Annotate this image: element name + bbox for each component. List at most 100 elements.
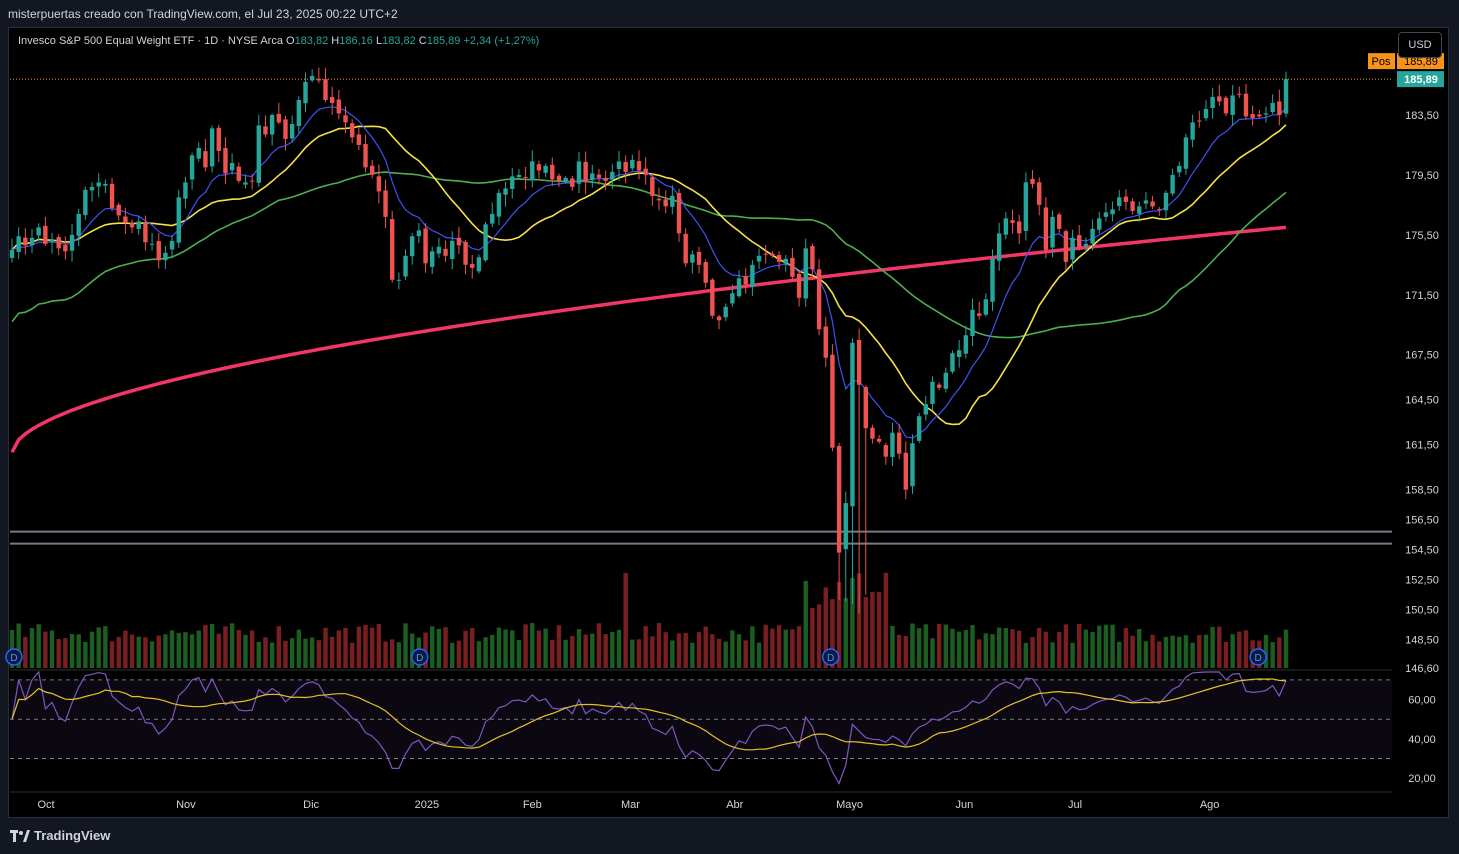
volume-bar <box>149 641 155 668</box>
candle-body <box>23 237 28 246</box>
candle-body <box>1023 182 1029 231</box>
change-value: +2,34 (+1,27%) <box>463 35 540 47</box>
volume-bar <box>483 637 488 668</box>
candle-body <box>723 306 728 318</box>
volume-bar <box>189 634 195 668</box>
candle-body <box>490 213 495 224</box>
volume-bar <box>576 629 582 668</box>
candle-body <box>583 161 588 183</box>
candle-body <box>196 147 201 159</box>
volume-bar <box>163 634 168 668</box>
candle-body <box>143 222 148 243</box>
volume-bar <box>223 626 228 668</box>
volume-bar <box>309 637 315 668</box>
volume-bar <box>136 636 141 668</box>
volume-bar <box>156 635 161 668</box>
volume-bar <box>710 634 715 668</box>
candle-body <box>803 248 808 299</box>
candle-body <box>1030 178 1035 184</box>
candle-body <box>329 97 335 103</box>
candle-body <box>410 236 415 257</box>
last-price-bg <box>1397 71 1444 88</box>
time-tick-label: Dic <box>303 799 319 811</box>
volume-bar <box>516 639 522 668</box>
candle-body <box>176 197 181 243</box>
volume-bar <box>109 641 115 668</box>
volume-bar <box>1097 625 1102 668</box>
candle-body <box>756 255 762 262</box>
candle-body <box>1003 218 1009 235</box>
volume-bar <box>269 642 275 668</box>
candle-body <box>530 161 535 181</box>
volume-bar <box>456 640 462 668</box>
candle-body <box>1083 243 1089 247</box>
candle-body <box>603 177 608 181</box>
volume-bar <box>296 629 302 668</box>
volume-bar <box>1110 624 1115 668</box>
dividend-marker <box>5 648 23 666</box>
currency-button[interactable]: USD <box>1398 32 1442 58</box>
candle-body <box>930 381 935 404</box>
volume-bar <box>676 633 682 668</box>
volume-bar <box>976 639 982 668</box>
volume-bar <box>850 577 855 668</box>
volume-bar <box>1050 642 1055 668</box>
candle-body <box>616 161 622 170</box>
volume-bar <box>783 629 788 668</box>
candle-body <box>796 273 802 298</box>
rsi-pane <box>10 669 1392 785</box>
volume-bar <box>836 581 842 668</box>
volume-bar <box>389 639 395 668</box>
price-tick-label: 148,50 <box>1405 635 1439 647</box>
volume-bar <box>1237 631 1242 668</box>
candle-body <box>656 198 662 201</box>
candle-body <box>823 326 828 358</box>
time-tick-label: Nov <box>176 799 196 811</box>
candle-body <box>43 225 48 244</box>
volume-bar <box>1197 635 1202 668</box>
volume-bar <box>263 637 268 668</box>
candle-body <box>36 227 41 236</box>
rsi-tick-label: 40,00 <box>1408 734 1436 746</box>
candle-body <box>1263 113 1269 115</box>
candle-body <box>770 253 775 256</box>
candle-body <box>256 125 261 183</box>
candle-body <box>1210 96 1215 109</box>
candle-body <box>1103 212 1109 217</box>
volume-bar <box>930 638 935 668</box>
symbol-legend: Invesco S&P 500 Equal Weight ETF · 1D · … <box>18 35 539 47</box>
candle-body <box>716 316 722 321</box>
candle-body <box>776 254 782 262</box>
volume-bar <box>363 624 368 668</box>
volume-bar <box>1170 635 1175 668</box>
candle-body <box>389 219 395 280</box>
volume-bar <box>276 626 282 668</box>
price-tick-label: 175,50 <box>1405 230 1439 242</box>
candle-body <box>356 134 362 145</box>
candle-body <box>276 113 282 123</box>
candle-body <box>163 252 168 261</box>
volume-bar <box>1270 642 1275 668</box>
candle-body <box>523 176 528 178</box>
candle-body <box>16 236 21 253</box>
volume-bar <box>1183 635 1189 668</box>
candle-body <box>403 255 408 277</box>
candle-body <box>129 222 135 228</box>
volume-bar <box>183 632 188 668</box>
candle-body <box>750 264 755 288</box>
candle-body <box>623 161 628 172</box>
price-tick-label: 164,50 <box>1405 395 1439 407</box>
volume-bar <box>83 642 88 668</box>
volume-bar <box>936 623 942 668</box>
candle-body <box>576 161 582 184</box>
volume-bar <box>690 642 695 668</box>
candle-body <box>643 168 648 175</box>
candle-body <box>703 261 708 283</box>
volume-bar <box>596 623 602 668</box>
volume-bar <box>249 630 255 668</box>
chart-frame[interactable] <box>8 27 1449 818</box>
tradingview-brand[interactable]: TradingView <box>10 828 110 843</box>
candle-body <box>903 452 909 490</box>
volume-bar <box>450 642 455 668</box>
